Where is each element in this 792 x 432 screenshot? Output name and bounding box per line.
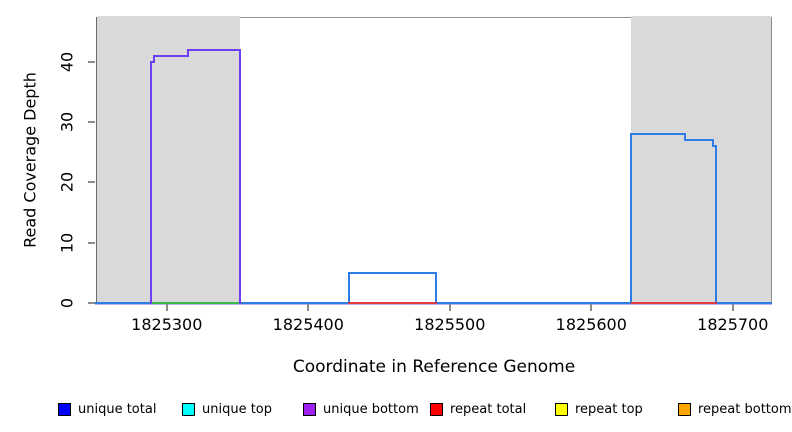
repeat-top-swatch bbox=[555, 402, 568, 416]
x-tick-label: 1825700 bbox=[697, 315, 769, 334]
line-unique total bbox=[629, 133, 686, 136]
line-unique bottom bbox=[150, 60, 153, 304]
line-unique bottom bbox=[153, 54, 189, 57]
line-unique total bbox=[434, 271, 437, 304]
x-tick-label: 1825600 bbox=[555, 315, 627, 334]
x-tick bbox=[590, 304, 593, 311]
line-unique total bbox=[434, 301, 632, 304]
x-tick-label: 1825300 bbox=[131, 315, 203, 334]
legend: unique total unique top unique bottom re… bbox=[0, 401, 792, 421]
unique-top-swatch bbox=[182, 402, 195, 416]
repeat-region-left bbox=[97, 16, 241, 303]
x-tick-label: 1825400 bbox=[272, 315, 344, 334]
line-unique total bbox=[712, 139, 714, 148]
line-unique total bbox=[629, 133, 632, 304]
line-unique bottom bbox=[239, 48, 242, 304]
repeat-bottom-swatch bbox=[678, 402, 691, 416]
y-tick-label: 40 bbox=[57, 51, 77, 73]
x-tick-label: 1825500 bbox=[414, 315, 486, 334]
line-unique total bbox=[714, 301, 772, 304]
line-unique bottom bbox=[187, 48, 189, 57]
y-axis-title: Read Coverage Depth bbox=[20, 72, 40, 248]
x-axis-title: Coordinate in Reference Genome bbox=[292, 357, 576, 377]
legend-item-repeat-total: repeat total bbox=[430, 401, 526, 417]
x-tick bbox=[165, 304, 168, 311]
line-unique total bbox=[714, 145, 717, 304]
plot-border-top bbox=[96, 17, 771, 18]
repeat-region-right bbox=[630, 16, 771, 303]
legend-item-unique-total: unique total bbox=[58, 401, 156, 417]
y-tick-label: 10 bbox=[57, 232, 77, 253]
line-unique total bbox=[712, 145, 717, 148]
line-repeat total bbox=[631, 301, 717, 304]
plot-border-right bbox=[771, 17, 772, 303]
y-tick bbox=[88, 121, 95, 124]
line-unique total bbox=[348, 271, 437, 274]
legend-item-label: unique total bbox=[78, 401, 157, 417]
line-zero-baseline-underlay bbox=[95, 302, 772, 305]
unique-bottom-swatch bbox=[303, 402, 316, 416]
legend-item-label: unique bottom bbox=[323, 401, 419, 417]
x-tick bbox=[307, 304, 310, 311]
legend-item-label: repeat top bbox=[575, 401, 643, 417]
legend-item-label: repeat total bbox=[450, 401, 527, 417]
y-tick bbox=[88, 60, 95, 63]
y-tick bbox=[88, 181, 95, 184]
y-tick-label: 30 bbox=[57, 111, 77, 133]
y-tick-label: 20 bbox=[57, 172, 77, 193]
line-unique total bbox=[348, 271, 351, 304]
line-unique total bbox=[683, 133, 686, 142]
repeat-total-swatch bbox=[430, 402, 443, 416]
y-tick bbox=[88, 241, 95, 244]
legend-item-label: unique top bbox=[202, 401, 273, 417]
legend-item-unique-bottom: unique bottom bbox=[303, 401, 419, 417]
x-tick bbox=[448, 304, 451, 311]
y-tick bbox=[88, 301, 95, 304]
line-unique bottom bbox=[187, 48, 242, 51]
line-unique total bbox=[683, 139, 714, 142]
legend-item-repeat-top: repeat top bbox=[555, 401, 643, 417]
line-zero-overlap-green bbox=[150, 301, 242, 304]
plot-border-left bbox=[96, 17, 97, 303]
x-tick bbox=[731, 304, 734, 311]
line-repeat total bbox=[348, 301, 437, 304]
legend-item-unique-top: unique top bbox=[182, 401, 272, 417]
line-unique bottom bbox=[150, 60, 155, 63]
line-unique bottom bbox=[153, 54, 155, 63]
legend-item-repeat-bottom: repeat bottom bbox=[678, 401, 792, 417]
legend-item-label: repeat bottom bbox=[698, 401, 792, 417]
y-tick-label: 0 bbox=[57, 297, 77, 308]
unique-total-swatch bbox=[58, 402, 71, 416]
